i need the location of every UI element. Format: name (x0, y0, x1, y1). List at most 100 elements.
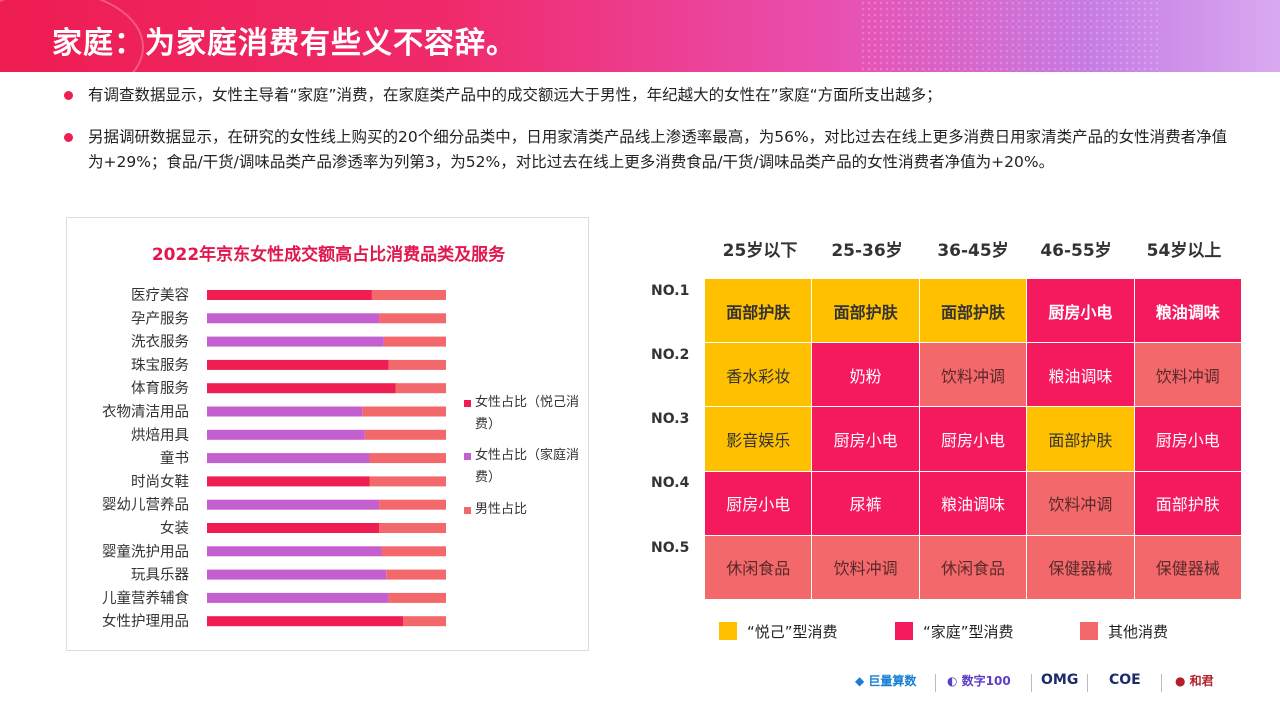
bar-segment (207, 290, 372, 300)
category-label: 时尚女鞋 (131, 472, 189, 490)
bar-segment (207, 592, 389, 603)
chart-title: 2022年京东女性成交额高占比消费品类及服务 (151, 245, 506, 265)
bar-segment (362, 406, 446, 417)
matrix-cell: 饮料冲调 (919, 343, 1027, 407)
bar-segment (369, 453, 446, 464)
bar-segment (379, 313, 446, 324)
matrix-cell: 粮油调味 (1134, 279, 1241, 343)
bar-segment (207, 336, 384, 347)
matrix-legend-yue: “悦己”型消费 (719, 621, 838, 642)
footer-logo-shuzi100: ◐ 数字100 (947, 674, 1011, 688)
matrix-cell: 厨房小电 (919, 407, 1027, 471)
legend-label: 其他消费 (1108, 623, 1169, 641)
bullet-1-text: 有调查数据显示，女性主导着“家庭”消费，在家庭类产品中的成交额远大于男性，年纪越… (88, 86, 942, 104)
matrix-cell: 面部护肤 (1134, 471, 1241, 535)
bullet-2: 另据调研数据显示，在研究的女性线上购买的20个细分品类中，日用家清类产品线上渗透… (64, 125, 1234, 175)
matrix-cell: 香水彩妆 (705, 343, 812, 407)
legend-swatch (1080, 622, 1098, 640)
matrix-cell: 厨房小电 (1134, 407, 1241, 471)
bar-segment (207, 359, 389, 370)
bar-segment (207, 429, 365, 440)
bar-segment (207, 453, 370, 464)
footer-logo-coe: COE (1109, 672, 1141, 688)
legend-swatch (464, 507, 471, 514)
bar-segment (207, 546, 382, 557)
footer-logo-juliang: ◆ 巨量算数 (855, 674, 917, 688)
matrix-row-label: NO.5 (651, 540, 690, 556)
matrix-cell: 尿裤 (812, 471, 919, 535)
matrix-legend-jia: “家庭”型消费 (895, 621, 1014, 642)
legend-male: 男性占比 (464, 499, 584, 521)
legend-label: 女性占比（悦己消费） (475, 395, 580, 432)
matrix-column-header: 25-36岁 (831, 241, 903, 261)
bar-segment (364, 429, 446, 440)
category-label: 女装 (160, 519, 189, 537)
matrix-cell: 面部护肤 (705, 279, 812, 343)
bar-segment (381, 546, 446, 557)
bullet-dot-icon (64, 91, 73, 100)
matrix-column-header: 25岁以下 (722, 241, 798, 261)
matrix-cell: 粮油调味 (1027, 343, 1134, 407)
page-title: 家庭：为家庭消费有些义不容辞。 (52, 26, 517, 61)
bar-segment (369, 476, 446, 487)
bar-chart: 医疗美容孕产服务洗衣服务珠宝服务体育服务衣物清洁用品烘焙用具童书时尚女鞋婴幼儿营… (102, 287, 446, 630)
legend-swatch (464, 453, 471, 460)
legend-label: 男性占比 (475, 502, 528, 517)
legend-swatch (464, 400, 471, 407)
bar-segment (388, 592, 446, 603)
legend-female-self: 女性占比（悦己消费） (464, 392, 584, 436)
matrix-cell: 厨房小电 (812, 407, 919, 471)
category-label: 玩具乐器 (131, 567, 189, 584)
bar-segment (395, 383, 446, 394)
matrix-column-header: 36-45岁 (937, 241, 1009, 261)
matrix-cell: 饮料冲调 (812, 535, 919, 599)
category-label: 儿童营养辅食 (102, 589, 189, 607)
matrix-cell: 厨房小电 (705, 471, 812, 535)
footer-logo-hejun: ● 和君 (1175, 674, 1214, 688)
legend-female-family: 女性占比（家庭消费） (464, 445, 584, 489)
category-label: 婴童洗护用品 (102, 542, 189, 560)
category-label: 医疗美容 (131, 287, 189, 304)
category-label: 体育服务 (131, 380, 189, 397)
category-label: 女性护理用品 (102, 612, 189, 630)
matrix-row-label: NO.4 (651, 475, 690, 491)
matrix-cell: 保健器械 (1027, 535, 1134, 599)
footer-logo-omg: OMG (1041, 672, 1079, 688)
bar-segment (371, 290, 446, 300)
bar-segment (207, 499, 380, 510)
bullet-1: 有调查数据显示，女性主导着“家庭”消费，在家庭类产品中的成交额远大于男性，年纪越… (64, 83, 1224, 108)
matrix-legend-other: 其他消费 (1080, 621, 1168, 642)
category-label: 烘焙用具 (131, 427, 189, 444)
legend-label: 女性占比（家庭消费） (475, 448, 580, 485)
bar-segment (207, 569, 387, 580)
category-label: 珠宝服务 (131, 357, 189, 374)
bar-segment (207, 476, 370, 487)
matrix-cell: 休闲食品 (919, 535, 1027, 599)
matrix-cell: 厨房小电 (1027, 279, 1134, 343)
matrix-cell: 粮油调味 (919, 471, 1027, 535)
matrix-cell: 饮料冲调 (1134, 343, 1241, 407)
bar-segment (207, 383, 396, 394)
matrix-cell: 面部护肤 (1027, 407, 1134, 471)
bar-segment (379, 499, 446, 510)
matrix-cell: 休闲食品 (705, 535, 812, 599)
matrix-row-label: NO.1 (651, 283, 690, 299)
bar-segment (386, 569, 446, 580)
legend-swatch (895, 622, 913, 640)
bar-segment (207, 406, 363, 417)
matrix-cell: 奶粉 (812, 343, 919, 407)
bar-segment (379, 523, 446, 533)
age-ranking-matrix: 面部护肤 面部护肤 面部护肤 厨房小电 粮油调味 香水彩妆 奶粉 饮料冲调 粮油调味 饮料冲调 影音… (705, 279, 1241, 599)
matrix-cell: 饮料冲调 (1027, 471, 1134, 535)
header-banner: 家庭：为家庭消费有些义不容辞。 (0, 0, 1280, 72)
matrix-row-label: NO.3 (651, 411, 690, 427)
matrix-column-header: 46-55岁 (1040, 241, 1112, 261)
category-label: 孕产服务 (131, 310, 189, 327)
bar-segment (207, 313, 380, 324)
bullet-dot-icon (64, 133, 73, 142)
matrix-cell: 保健器械 (1134, 535, 1241, 599)
category-label: 洗衣服务 (131, 334, 189, 351)
bar-segment (383, 336, 446, 347)
legend-swatch (719, 622, 737, 640)
bar-segment (402, 616, 446, 627)
